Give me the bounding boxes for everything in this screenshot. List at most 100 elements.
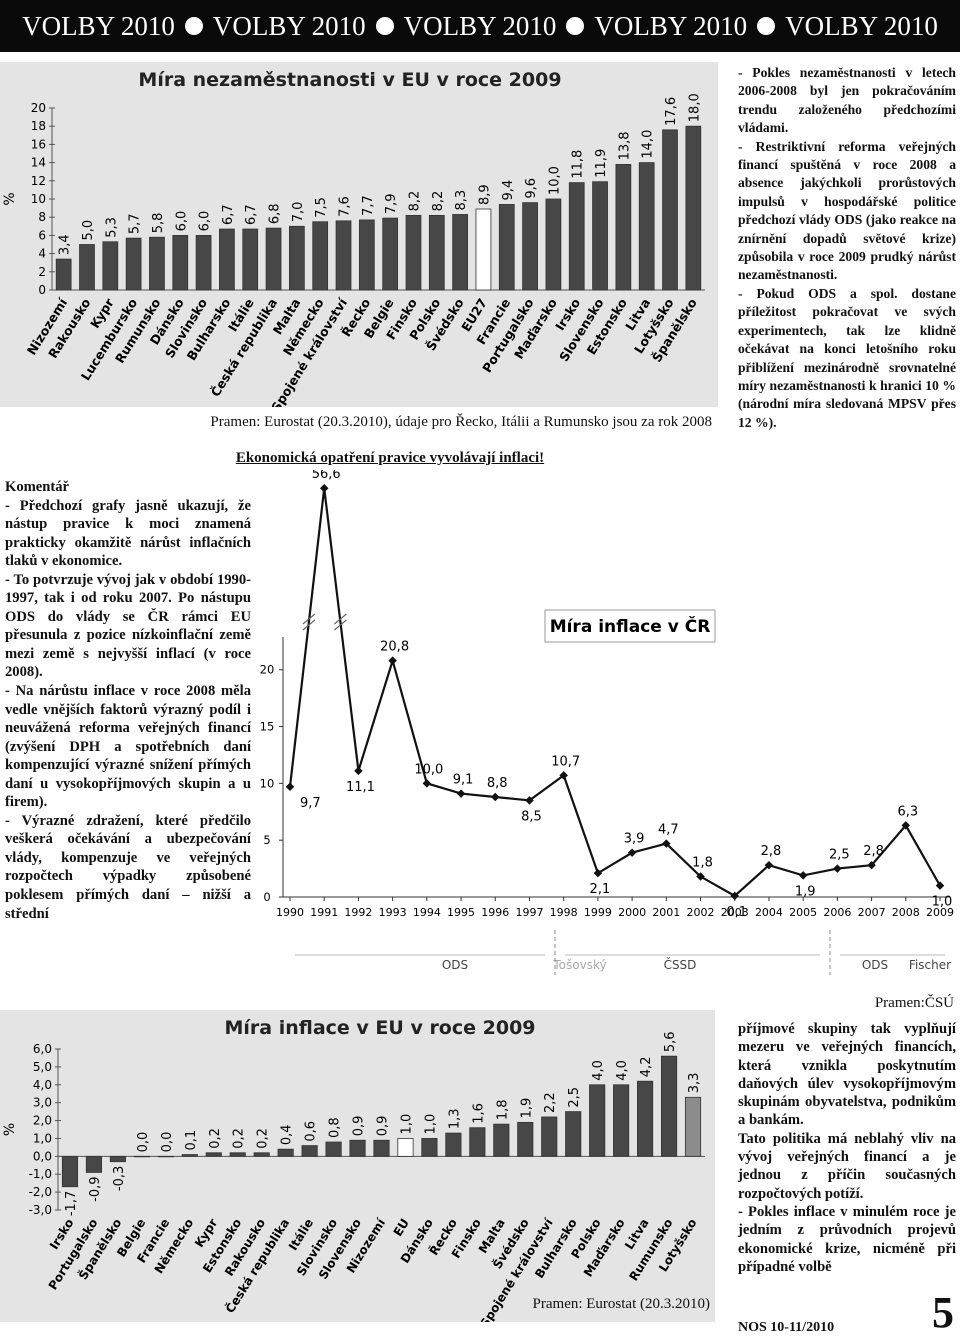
point xyxy=(422,779,432,788)
bar xyxy=(428,214,445,291)
bar xyxy=(421,1138,438,1157)
point xyxy=(662,839,671,848)
y-tick-label: 5,0 xyxy=(33,1060,52,1074)
axis-break xyxy=(334,619,347,631)
y-tick-label: -1,0 xyxy=(29,1167,52,1181)
bar xyxy=(253,1152,270,1157)
value-label: 6,8 xyxy=(268,203,283,224)
value-label: 5,3 xyxy=(104,217,119,238)
x-tick-label: 2004 xyxy=(755,906,783,919)
value-label: 14,0 xyxy=(641,130,656,159)
bar xyxy=(662,129,678,291)
point xyxy=(901,821,911,830)
point xyxy=(833,864,842,873)
source-note: Pramen:ČSÚ xyxy=(874,995,954,1011)
value-label: 1,9 xyxy=(519,1098,534,1119)
value-label: 9,4 xyxy=(501,180,516,201)
x-tick-label: 1994 xyxy=(413,906,441,919)
x-tick-label: 2001 xyxy=(652,906,680,919)
bar xyxy=(79,244,95,291)
bar xyxy=(219,228,235,291)
axis-break xyxy=(334,613,347,625)
axis-break xyxy=(302,613,316,625)
bar xyxy=(637,1080,654,1157)
value-label: 2,5 xyxy=(829,848,850,863)
point xyxy=(388,656,397,665)
value-label: 7,0 xyxy=(291,202,306,223)
value-label: 8,8 xyxy=(487,776,508,791)
bar xyxy=(312,221,329,291)
bar xyxy=(475,208,492,291)
bar xyxy=(589,1084,606,1157)
y-tick-label: 20 xyxy=(260,663,275,677)
value-label: 6,3 xyxy=(897,804,918,819)
y-tick-label: 8 xyxy=(38,210,46,224)
bar xyxy=(205,1152,222,1157)
title-box xyxy=(544,609,716,643)
point xyxy=(319,483,329,493)
value-label: 2,2 xyxy=(543,1092,558,1113)
value-label: 8,3 xyxy=(454,190,469,211)
bar xyxy=(452,214,468,291)
value-label: 6,0 xyxy=(198,211,213,232)
comment-title: Komentář xyxy=(5,479,70,495)
bar xyxy=(195,234,212,291)
point xyxy=(525,796,534,805)
paragraph: - Na nárůstu inflace v roce 2008 měla ve… xyxy=(5,683,251,811)
value-label: 3,3 xyxy=(687,1073,702,1094)
bar xyxy=(684,1096,702,1157)
bar xyxy=(85,1155,103,1173)
value-label: 0,1 xyxy=(726,905,747,920)
x-tick-label: 1991 xyxy=(310,906,338,919)
value-label: 1,8 xyxy=(495,1099,510,1120)
value-label: 8,2 xyxy=(407,191,422,212)
bar xyxy=(541,1116,558,1157)
bar xyxy=(109,1155,126,1163)
value-label: -1,7 xyxy=(64,1191,79,1216)
value-label: 9,6 xyxy=(524,178,539,199)
value-label: 56,6 xyxy=(312,470,341,482)
value-label: 0,8 xyxy=(328,1117,343,1138)
paragraph: - Výrazné zdražení, které předčilo veške… xyxy=(5,812,251,922)
value-label: 0,9 xyxy=(352,1116,367,1137)
bar xyxy=(568,182,585,291)
value-label: 8,2 xyxy=(431,191,446,212)
bar xyxy=(149,236,165,291)
value-label: 4,2 xyxy=(639,1057,654,1078)
value-label: 6,7 xyxy=(221,204,236,225)
value-label: 3,9 xyxy=(624,832,645,847)
bar xyxy=(55,258,72,291)
value-label: 13,8 xyxy=(617,131,632,160)
bullet xyxy=(184,17,203,35)
y-tick-label: 5 xyxy=(263,833,270,847)
x-tick-label: 1990 xyxy=(276,906,304,919)
bar xyxy=(660,1055,678,1157)
y-tick-label: 10 xyxy=(31,192,46,206)
value-label: 0,2 xyxy=(208,1128,223,1149)
bar xyxy=(125,237,142,291)
value-label: 0,1 xyxy=(184,1130,199,1151)
bar xyxy=(133,1155,150,1158)
value-label: 5,0 xyxy=(81,220,96,241)
period-label: ČSSD xyxy=(664,957,697,972)
x-tick-label: 2007 xyxy=(858,906,886,919)
y-tick-label: 18 xyxy=(31,119,46,133)
bar xyxy=(592,181,608,291)
y-tick-label: 1,0 xyxy=(33,1131,52,1145)
bar xyxy=(301,1145,318,1157)
unemployment-chart: Míra nezaměstnanosti v EU v roce 2009% 0 2… xyxy=(0,62,718,407)
chart-subtitle: Ekonomická opatření pravice vyvolávají i… xyxy=(235,450,545,466)
x-tick-label: 1995 xyxy=(447,906,475,919)
x-tick-label: 1992 xyxy=(344,906,372,919)
x-tick-label: 1998 xyxy=(550,906,578,919)
bar xyxy=(469,1127,486,1157)
value-label: 6,7 xyxy=(244,204,259,225)
y-tick-label: 16 xyxy=(31,137,46,151)
bar xyxy=(102,241,119,291)
value-label: 1,9 xyxy=(795,884,816,899)
bar xyxy=(545,198,562,291)
bar xyxy=(289,225,305,291)
value-label: 9,7 xyxy=(300,796,321,811)
value-label: 17,6 xyxy=(664,97,679,126)
value-label: 5,6 xyxy=(663,1031,678,1052)
